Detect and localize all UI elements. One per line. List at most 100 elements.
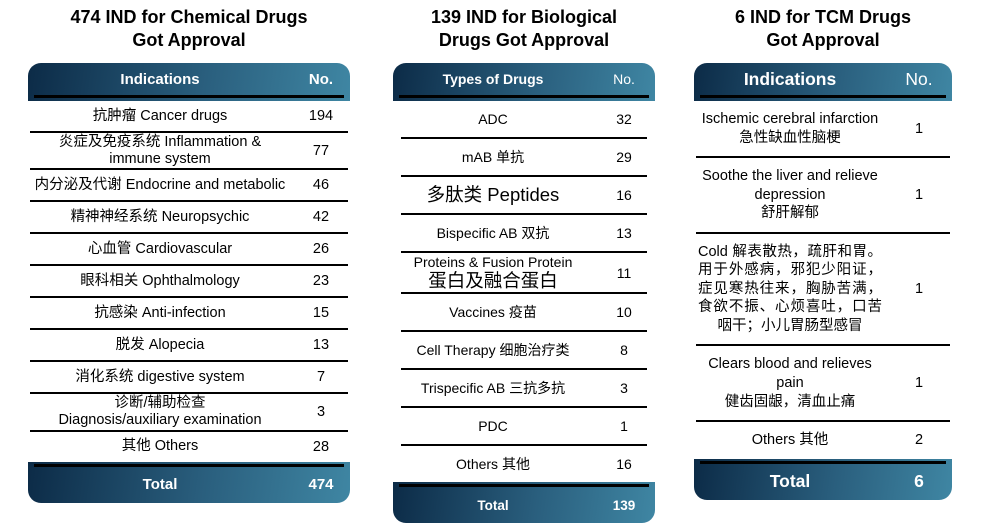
- title-line: Drugs Got Approval: [438, 30, 610, 51]
- row-divider: [30, 429, 348, 432]
- column-header-types: Types of Drugs: [442, 71, 544, 87]
- row-divider: [401, 330, 647, 333]
- table-header-bar: Types of Drugs No.: [393, 63, 655, 101]
- tcm-drugs-panel: 6 IND for TCM Drugs Got Approval Indicat…: [694, 6, 952, 500]
- count-cell: 23: [312, 273, 330, 290]
- row-divider: [696, 231, 950, 234]
- table-row: 眼科相关 Ophthalmology 23: [28, 266, 350, 296]
- table-row: ADC 32: [393, 101, 655, 137]
- count-cell: 1: [914, 375, 924, 392]
- count-cell: 32: [616, 111, 632, 127]
- count-cell: 1: [620, 418, 628, 435]
- type-cell-line2: 蛋白及融合蛋白: [428, 270, 558, 292]
- count-cell: 26: [312, 241, 330, 258]
- table-row: Others 其他 2: [694, 422, 952, 459]
- indication-cell-line2: 健齿固龈，清血止痛: [724, 393, 856, 410]
- table-body: Ischemic cerebral infarction 急性缺血性脑梗 1 S…: [694, 101, 952, 459]
- type-cell: Cell Therapy 细胞治疗类: [416, 342, 570, 359]
- total-label: Total: [477, 497, 509, 513]
- table-row: 诊断/辅助检查 Diagnosis/auxiliary examination …: [28, 394, 350, 429]
- table-row: 脱发 Alopecia 13: [28, 330, 350, 360]
- type-cell: PDC: [478, 418, 508, 435]
- table-row: 抗感染 Anti-infection 15: [28, 298, 350, 328]
- column-header-no: No.: [613, 71, 635, 87]
- count-cell: 29: [616, 149, 632, 165]
- count-cell: 2: [914, 432, 924, 449]
- indication-cell: 诊断/辅助检查: [114, 395, 206, 412]
- count-cell: 42: [312, 209, 330, 226]
- table-row: Trispecific AB 三抗多抗 3: [393, 370, 655, 406]
- table-row: PDC 1: [393, 408, 655, 444]
- header-divider-line: [34, 95, 344, 98]
- type-cell: ADC: [478, 110, 508, 127]
- table-header-bar: Indications No.: [28, 63, 350, 101]
- column-header-no: No.: [905, 68, 933, 89]
- indication-cell: 炎症及免疫系统 Inflammation &: [58, 134, 262, 150]
- table-total-bar: Total 6: [694, 458, 952, 500]
- count-cell: 3: [316, 404, 326, 421]
- indication-cell: 精神神经系统 Neuropsychic: [70, 209, 250, 225]
- count-cell: 16: [616, 187, 632, 203]
- count-cell: 1: [914, 186, 924, 203]
- count-cell: 10: [616, 304, 632, 321]
- biological-drugs-table: Types of Drugs No. ADC 32 mAB 单抗 29 多肽类 …: [393, 63, 655, 523]
- table-row: Cold 解表散热，疏肝和胃。 用于外感病，邪犯少阳证，症见寒热往来，胸胁苦满，…: [694, 234, 952, 345]
- biological-drugs-title: 139 IND for Biological Drugs Got Approva…: [393, 6, 655, 53]
- row-divider: [30, 360, 348, 363]
- count-cell: 3: [620, 380, 628, 397]
- row-divider: [30, 328, 348, 331]
- count-cell: 13: [616, 225, 632, 241]
- row-divider: [30, 264, 348, 267]
- chemical-drugs-panel: 474 IND for Chemical Drugs Got Approval …: [28, 6, 350, 503]
- indication-cell-line2: 急性缺血性脑梗: [739, 129, 841, 146]
- indication-cell: Cold 解表散热，疏肝和胃。 用于外感病，邪犯少阳证，症见寒热往来，胸胁苦满，…: [698, 243, 882, 334]
- row-divider: [30, 296, 348, 299]
- count-cell: 194: [308, 108, 334, 124]
- tcm-drugs-table: Indications No. Ischemic cerebral infarc…: [694, 63, 952, 500]
- total-label: Total: [769, 471, 811, 492]
- table-body: 抗肿瘤 Cancer drugs 194 炎症及免疫系统 Inflammatio…: [28, 101, 350, 462]
- title-line: 6 IND for TCM Drugs: [734, 7, 911, 27]
- chemical-drugs-title: 474 IND for Chemical Drugs Got Approval: [28, 6, 350, 53]
- count-cell: 7: [316, 369, 326, 386]
- row-divider: [696, 344, 950, 347]
- type-cell: Others 其他: [456, 456, 530, 473]
- total-value: 139: [612, 497, 636, 513]
- table-row: Ischemic cerebral infarction 急性缺血性脑梗 1: [694, 101, 952, 156]
- count-cell: 1: [914, 120, 924, 137]
- row-divider: [696, 156, 950, 159]
- indication-cell-line2: Diagnosis/auxiliary examination: [58, 412, 262, 429]
- indication-cell: 眼科相关 Ophthalmology: [80, 273, 240, 289]
- row-divider: [696, 420, 950, 423]
- table-row: Soothe the liver and relieve depression …: [694, 158, 952, 232]
- total-value: 474: [308, 476, 334, 494]
- row-divider: [401, 137, 647, 139]
- row-divider: [401, 368, 647, 371]
- row-divider: [401, 175, 647, 177]
- type-cell: Trispecific AB 三抗多抗: [420, 380, 566, 397]
- indication-cell: 抗肿瘤 Cancer drugs: [92, 107, 228, 124]
- count-cell: 8: [620, 342, 628, 359]
- table-body: ADC 32 mAB 单抗 29 多肽类 Peptides 16 Bispeci…: [393, 101, 655, 483]
- table-row: Clears blood and relieves pain 健齿固龈，清血止痛…: [694, 346, 952, 420]
- row-divider: [401, 444, 647, 447]
- table-row: mAB 单抗 29: [393, 139, 655, 175]
- column-header-indications: Indications: [743, 68, 837, 89]
- type-cell: Proteins & Fusion Protein: [413, 254, 573, 270]
- count-cell: 77: [312, 142, 330, 159]
- tcm-drugs-title: 6 IND for TCM Drugs Got Approval: [694, 6, 952, 53]
- row-divider: [401, 251, 647, 253]
- chemical-drugs-table: Indications No. 抗肿瘤 Cancer drugs 194 炎症及…: [28, 63, 350, 503]
- total-divider-line: [34, 463, 344, 467]
- total-divider-line: [700, 460, 946, 464]
- table-row: 炎症及免疫系统 Inflammation & immune system 77: [28, 133, 350, 168]
- indication-cell: 其他 Others: [121, 438, 199, 455]
- row-divider: [30, 200, 348, 203]
- table-row: 其他 Others 28: [28, 432, 350, 462]
- indication-cell: Ischemic cerebral infarction: [701, 111, 879, 127]
- table-row: Proteins & Fusion Protein 蛋白及融合蛋白 11: [393, 253, 655, 292]
- type-cell: mAB 单抗: [461, 148, 525, 165]
- indication-cell: Soothe the liver and relieve depression: [702, 168, 878, 203]
- table-row: 抗肿瘤 Cancer drugs 194: [28, 101, 350, 131]
- biological-drugs-panel: 139 IND for Biological Drugs Got Approva…: [393, 6, 655, 523]
